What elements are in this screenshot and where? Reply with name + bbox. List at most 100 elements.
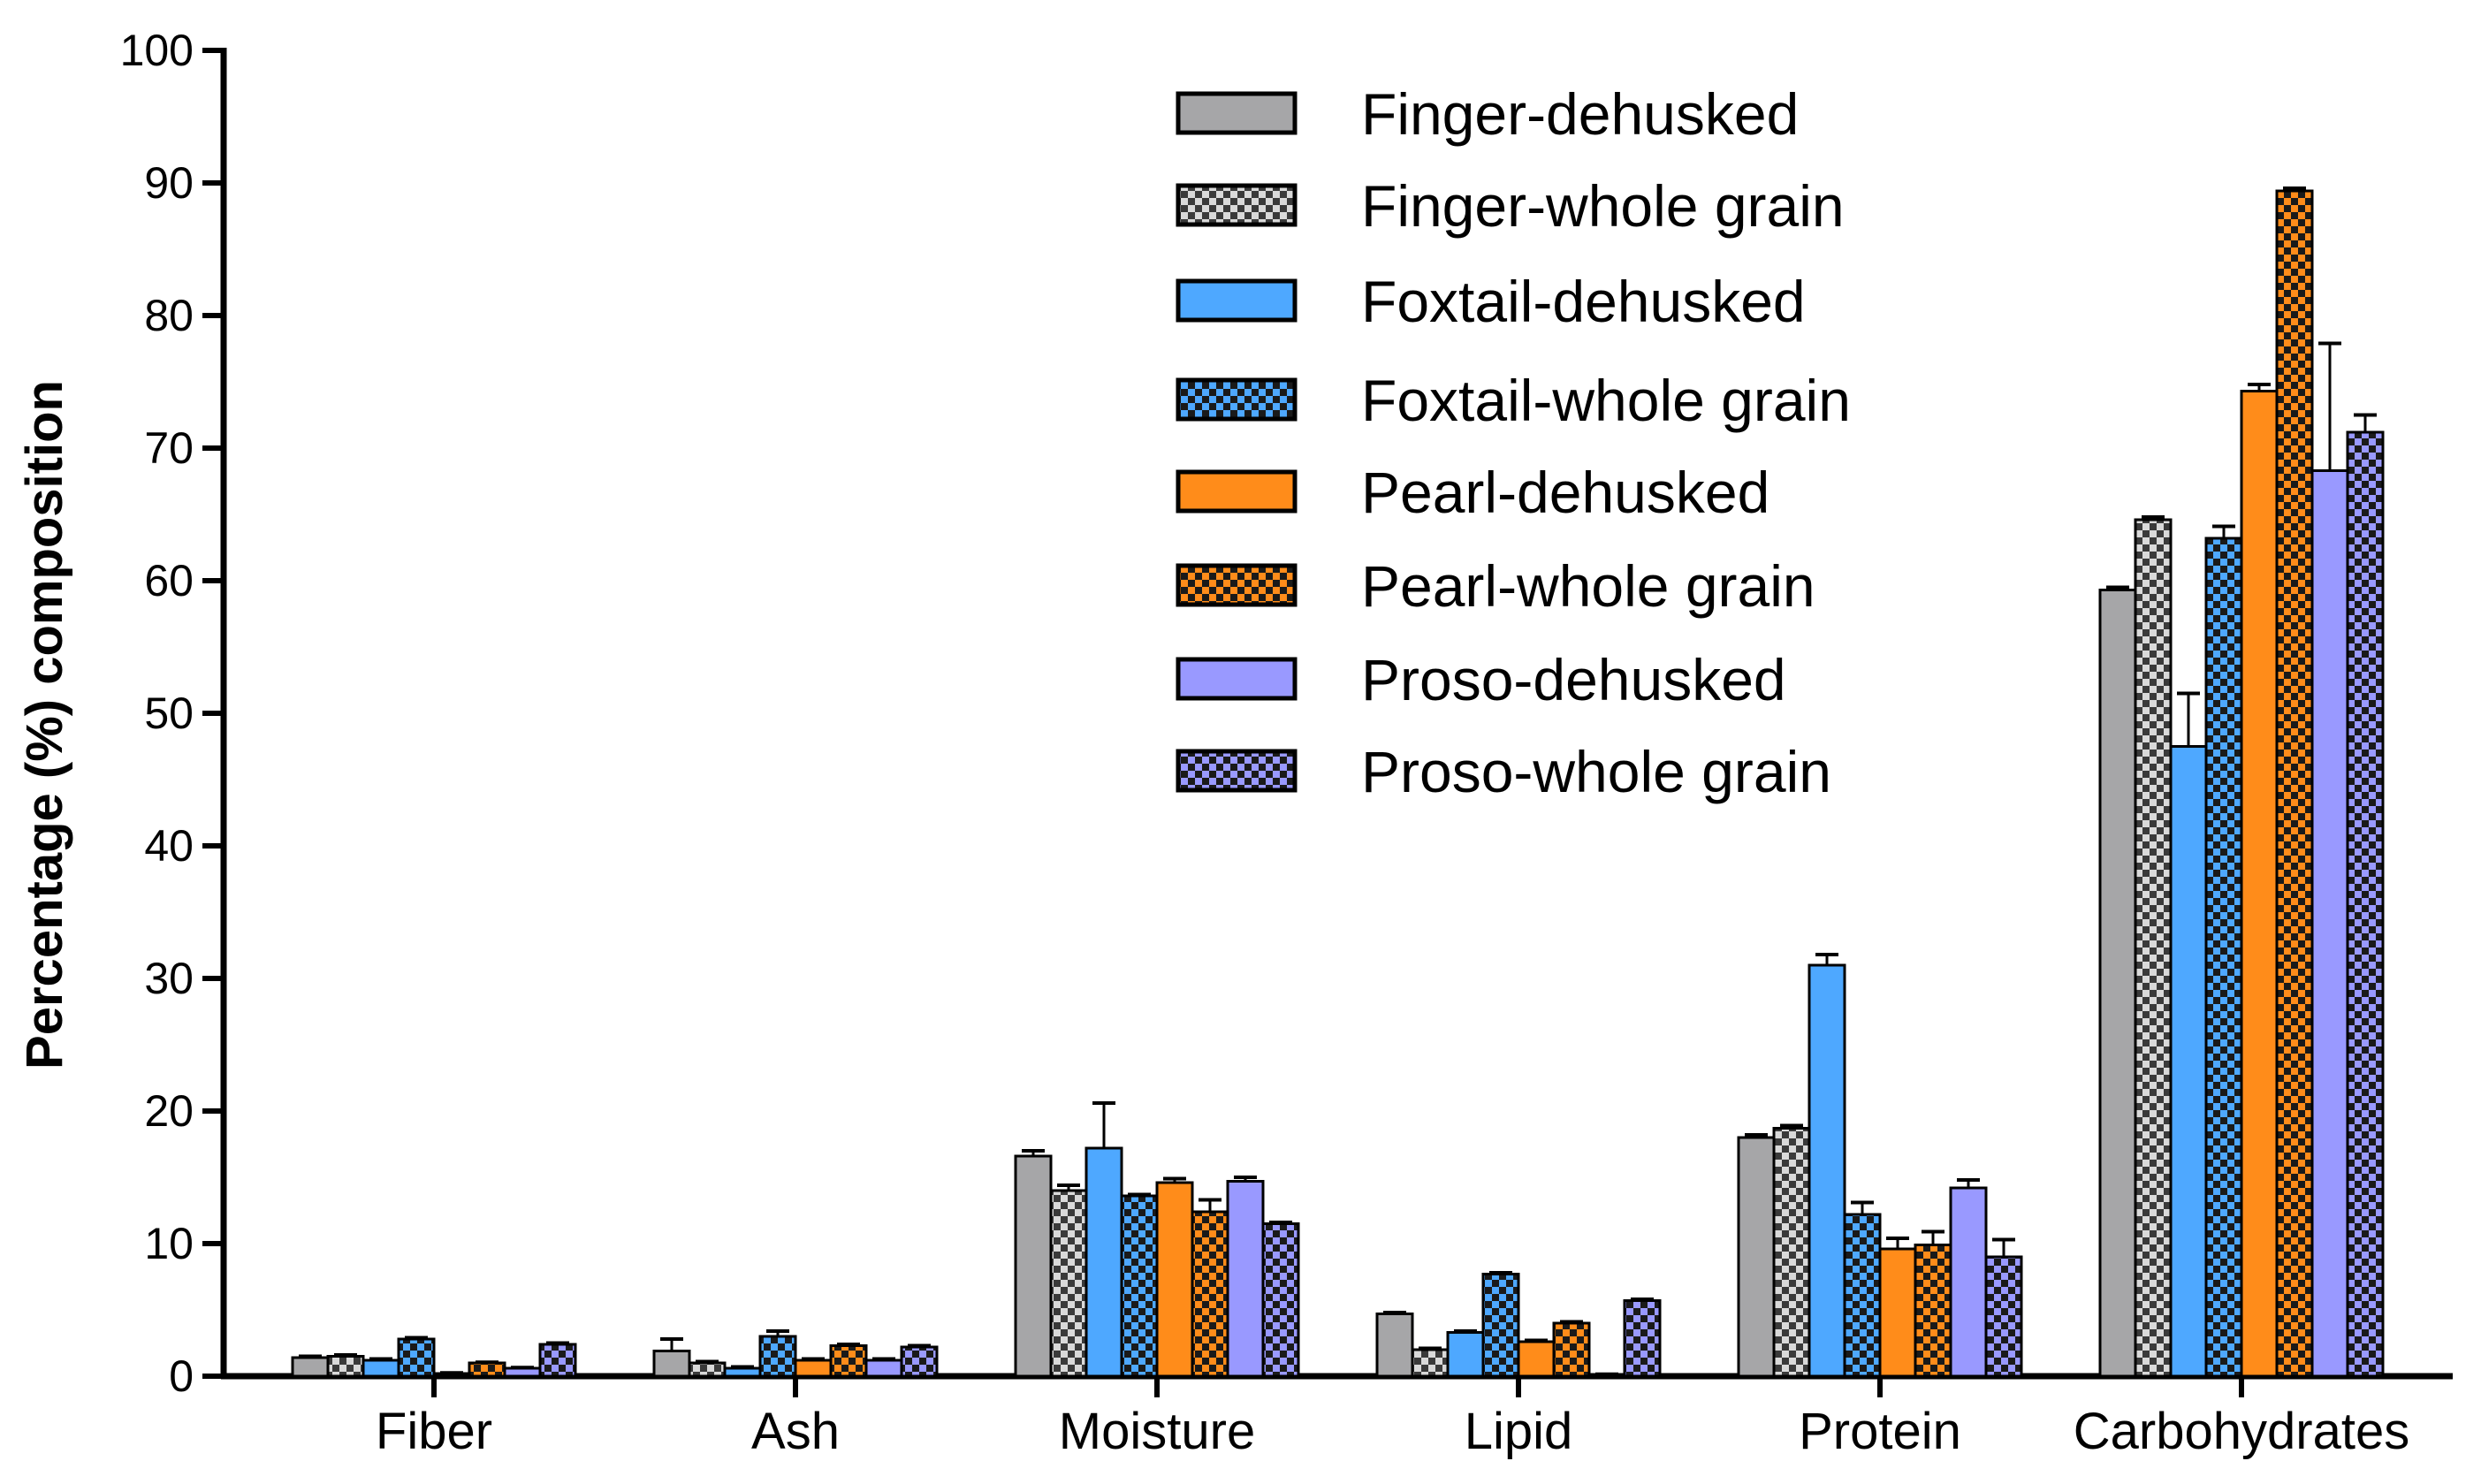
bar [1807,963,1846,1378]
y-axis: 0 10 20 30 40 50 60 70 80 90 100 [120,26,227,1401]
x-axis: Fiber Ash Moisture Lipid Protein Carbohydrate… [221,1373,2453,1460]
error-bar [440,1371,463,1375]
legend-label: Pearl-dehusked [1361,460,1769,525]
error-bar [369,1357,392,1361]
bar [1375,1313,1414,1378]
error-bar [1957,1178,1980,1188]
error-bar [2177,691,2200,747]
error-bar [1560,1320,1583,1324]
legend-label: Finger-whole grain [1361,173,1845,239]
y-axis-label: Percentage (%) composition [16,380,73,1069]
error-bar [1745,1133,1768,1138]
legend-item: Pearl-dehusked [1176,460,1769,525]
bar [397,1337,436,1378]
legend-item: Proso-whole grain [1176,739,1831,804]
y-tick-label: 90 [144,158,194,208]
bar [1914,1244,1952,1378]
error-bar [1886,1237,1909,1249]
y-tick-label: 40 [144,821,194,871]
bar [723,1366,762,1378]
error-bar [1128,1192,1151,1197]
error-bar [1234,1176,1257,1182]
bar [1084,1146,1123,1378]
error-bar [1922,1229,1944,1245]
bar [503,1366,542,1378]
error-bar [1199,1198,1221,1212]
legend-item: Foxtail-dehusked [1176,269,1806,334]
error-bar [1595,1372,1618,1376]
bar [1226,1180,1265,1378]
legend-swatch [1176,563,1298,607]
bar [1411,1348,1450,1378]
bar [1049,1189,1088,1378]
error-bar [1525,1338,1548,1343]
error-bar [1022,1149,1045,1156]
error-bar [1419,1346,1442,1351]
legend-item: Pearl-whole grain [1176,553,1815,619]
bar [1878,1247,1917,1378]
bar [1191,1210,1229,1378]
bar [2275,189,2314,1378]
bar [2240,390,2279,1378]
error-bar [334,1353,357,1357]
error-bar [511,1366,534,1370]
error-bar [731,1365,754,1369]
error-bar [1992,1237,2015,1257]
y-tick-label: 30 [144,954,194,1003]
bar [1517,1340,1556,1378]
y-tick-label: 20 [144,1086,194,1136]
error-bar [2142,515,2165,520]
y-tick-label: 10 [144,1219,194,1268]
y-tick-label: 50 [144,689,194,738]
legend-swatch [1176,91,1298,135]
legend-label: Proso-dehusked [1361,647,1786,712]
bar [1949,1186,1988,1378]
bar [829,1344,868,1378]
error-bar [546,1341,569,1345]
error-bar [1163,1176,1186,1183]
bar [794,1358,833,1378]
bar [1155,1181,1194,1378]
error-bar [1057,1183,1080,1191]
error-bar [2106,585,2129,590]
x-tick-label: Lipid [1465,1403,1573,1460]
bar [1120,1194,1159,1378]
legend-label: Finger-dehusked [1361,81,1799,147]
bar [1446,1331,1485,1378]
x-tick-label: Moisture [1059,1403,1255,1460]
error-bar [837,1343,860,1346]
error-bar [1489,1271,1512,1275]
error-bar [1269,1221,1292,1224]
bar [652,1350,691,1378]
legend-item: Finger-whole grain [1176,173,1845,239]
bar [1623,1299,1662,1378]
bar [688,1361,727,1378]
error-bar [2354,413,2377,432]
legend-label: Pearl-whole grain [1361,553,1815,619]
error-bar [1851,1200,1874,1214]
legend-swatch [1176,278,1298,323]
x-tick-label: Fiber [376,1403,492,1460]
legend-swatch [1176,657,1298,701]
error-bar [1092,1101,1115,1148]
error-bar [1780,1123,1803,1129]
error-bar [660,1337,683,1351]
error-bar [696,1359,719,1364]
error-bar [1815,953,1838,965]
error-bar [1631,1298,1654,1301]
error-bar [476,1360,498,1365]
y-tick-label: 60 [144,556,194,605]
legend-swatch [1176,377,1298,422]
legend-label: Foxtail-whole grain [1361,368,1851,433]
legend-swatch [1176,749,1298,793]
bar [1014,1154,1053,1378]
legend-label: Proso-whole grain [1361,739,1831,804]
error-bar [2248,383,2271,392]
bars [291,186,2385,1378]
bar [758,1335,797,1378]
bar [2346,430,2385,1378]
error-bar [908,1343,931,1348]
legend-swatch [1176,183,1298,227]
error-bar [2318,341,2341,471]
